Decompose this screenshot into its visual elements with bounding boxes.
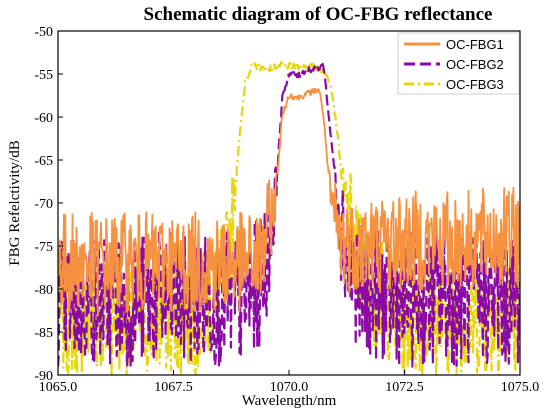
y-tick-label: -60 <box>34 111 53 126</box>
x-tick-label: 1075.0 <box>501 380 540 395</box>
x-tick-label: 1072.5 <box>385 380 424 395</box>
chart-title: Schematic diagram of OC-FBG reflectance <box>144 4 493 25</box>
series-group <box>58 61 520 375</box>
y-axis-label: FBG Refelctivity/dB <box>7 140 23 265</box>
legend-label-oc-fbg2: OC-FBG2 <box>446 57 504 72</box>
legend-label-oc-fbg1: OC-FBG1 <box>446 37 504 52</box>
x-tick-label: 1065.0 <box>39 380 78 395</box>
series-line-oc-fbg2 <box>58 62 520 368</box>
legend-label-oc-fbg3: OC-FBG3 <box>446 77 504 92</box>
series-line-oc-fbg1 <box>58 87 520 314</box>
y-tick-label: -75 <box>34 240 53 255</box>
y-tick-label: -85 <box>34 326 53 341</box>
plot-data-area <box>58 61 520 375</box>
y-tick-label: -55 <box>34 68 53 83</box>
legend: OC-FBG1 OC-FBG2 OC-FBG3 <box>397 32 520 95</box>
y-tick-label: -50 <box>34 25 53 40</box>
x-tick-label: 1070.0 <box>270 380 309 395</box>
y-tick-label: -90 <box>34 369 53 384</box>
x-axis-label: Wavelength/nm <box>242 393 337 409</box>
y-tick-label: -65 <box>34 154 53 169</box>
y-tick-label: -80 <box>34 283 53 298</box>
y-tick-label: -70 <box>34 197 53 212</box>
x-axis: 1065.0 1067.5 1070.0 1072.5 1075.0 <box>39 370 540 395</box>
x-tick-label: 1067.5 <box>154 380 193 395</box>
y-axis: -90 -85 -80 -75 -70 -65 -60 -55 -50 <box>34 25 63 384</box>
